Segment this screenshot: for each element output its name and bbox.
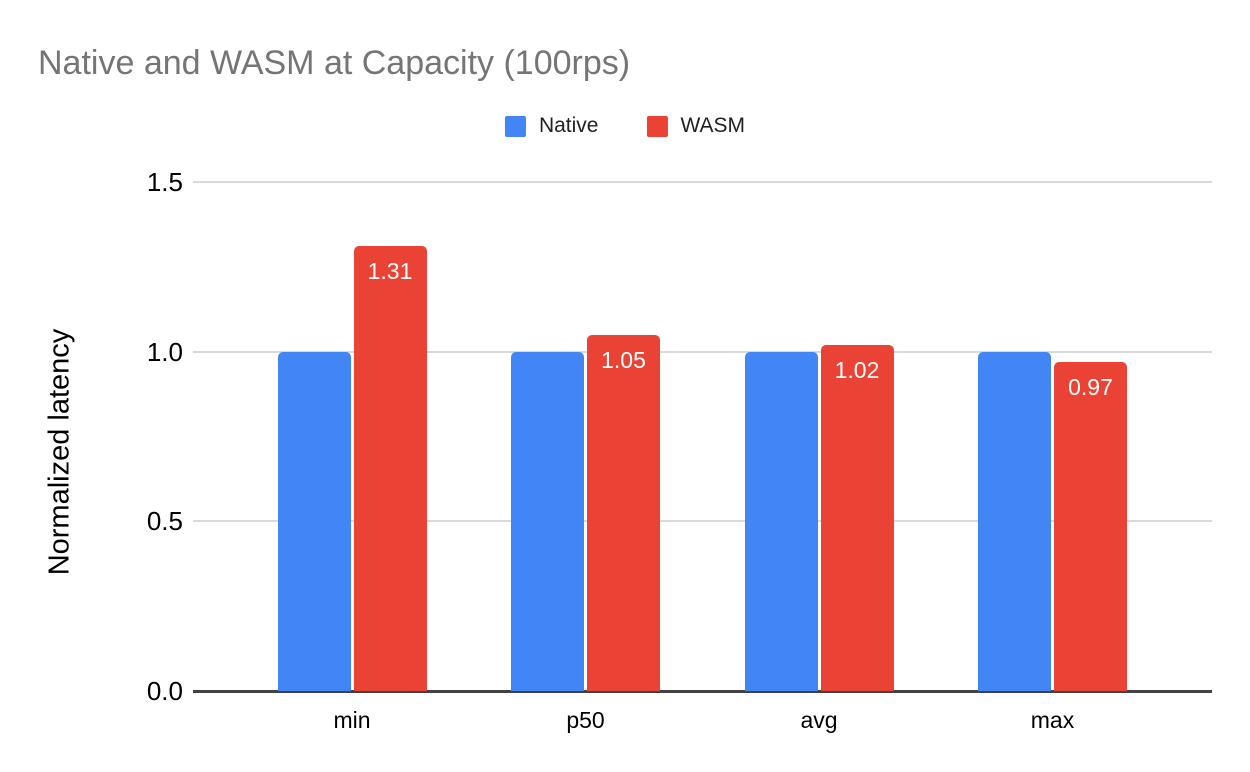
x-tick-label-max: max bbox=[1030, 707, 1075, 733]
legend-label-native: Native bbox=[538, 114, 599, 137]
bar-value-label-avg: 1.02 bbox=[834, 356, 880, 383]
y-tick-label-1.0: 1.0 bbox=[146, 336, 183, 367]
bar-wasm-avg bbox=[820, 344, 894, 691]
gridline-0.5 bbox=[193, 520, 1212, 523]
legend: Native WASM bbox=[504, 114, 745, 138]
bar-wasm-max bbox=[1054, 361, 1127, 691]
bar-wasm-min bbox=[353, 246, 427, 691]
bar-value-label-max: 0.97 bbox=[1068, 373, 1113, 400]
gridline-1.5 bbox=[193, 181, 1212, 183]
bar-wasm-p50 bbox=[587, 334, 660, 691]
legend-swatch-native-icon bbox=[504, 115, 526, 137]
y-tick-label-0.0: 0.0 bbox=[146, 676, 183, 706]
x-tick-label-avg: avg bbox=[800, 707, 838, 733]
gridline-1.0 bbox=[193, 350, 1212, 353]
x-tick-label-min: min bbox=[333, 707, 371, 733]
y-tick-label-0.5: 0.5 bbox=[146, 506, 183, 537]
x-axis-line bbox=[193, 690, 1212, 693]
bar-native-max bbox=[978, 351, 1051, 691]
y-tick-label-1.5: 1.5 bbox=[146, 167, 183, 197]
legend-item-native: Native bbox=[504, 114, 599, 138]
chart-title: Native and WASM at Capacity (100rps) bbox=[38, 44, 631, 82]
bar-native-avg bbox=[744, 351, 818, 691]
bar-value-label-min: 1.31 bbox=[367, 258, 413, 285]
legend-swatch-wasm-icon bbox=[646, 115, 668, 137]
bar-native-p50 bbox=[511, 351, 584, 691]
bar-native-min bbox=[277, 351, 351, 691]
legend-item-wasm: WASM bbox=[646, 114, 745, 138]
legend-label-wasm: WASM bbox=[680, 114, 746, 137]
x-tick-label-p50: p50 bbox=[566, 707, 605, 733]
bar-value-label-p50: 1.05 bbox=[601, 346, 646, 373]
